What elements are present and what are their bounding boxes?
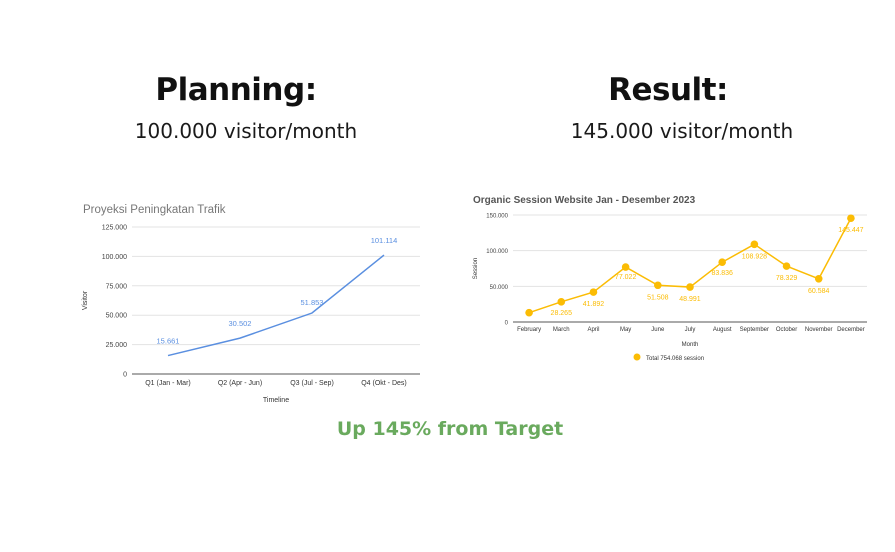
- organic-session-chart: Organic Session Website Jan - Desember 2…: [465, 188, 875, 368]
- data-label: 78.329: [776, 275, 798, 282]
- chart-title: Proyeksi Peningkatan Trafik: [83, 204, 226, 216]
- organic-session-chart-svg: Organic Session Website Jan - Desember 2…: [473, 195, 867, 362]
- y-axis-label: Visitor: [82, 290, 89, 310]
- data-point: [750, 240, 759, 249]
- y-tick-label: 125.000: [102, 225, 127, 232]
- data-label: 41.892: [583, 301, 605, 308]
- data-point: [525, 308, 533, 317]
- data-point: [782, 262, 791, 270]
- y-tick-label: 75.000: [106, 283, 128, 290]
- x-tick-label: Q1 (Jan - Mar): [145, 380, 191, 387]
- data-label: 51.853: [301, 298, 324, 307]
- data-label: 145.447: [838, 227, 863, 234]
- x-tick-label: December: [837, 327, 865, 333]
- result-heading: Result:: [608, 72, 728, 108]
- x-tick-label: November: [805, 327, 833, 333]
- data-label: 28.265: [551, 310, 573, 317]
- data-point: [557, 298, 566, 306]
- x-axis-label: Month: [682, 342, 699, 348]
- y-tick-label: 50.000: [106, 313, 128, 320]
- x-tick-label: March: [553, 327, 570, 333]
- x-tick-label: February: [517, 327, 541, 333]
- x-tick-label: Q4 (Okt - Des): [361, 380, 407, 387]
- data-point: [654, 281, 662, 290]
- data-point: [718, 258, 726, 266]
- data-line: [167, 254, 385, 357]
- legend-label: Total 754.068 session: [646, 356, 704, 362]
- data-label: 15.661: [157, 337, 180, 346]
- y-tick-label: 100.000: [102, 254, 127, 261]
- y-tick-label: 0: [123, 372, 127, 379]
- x-axis-label: Timeline: [263, 397, 289, 404]
- data-label: 108.928: [742, 253, 767, 260]
- x-tick-label: Q3 (Jul - Sep): [290, 380, 334, 387]
- data-point: [847, 214, 855, 223]
- y-tick-label: 25.000: [106, 342, 128, 349]
- y-tick-label: 100.000: [486, 249, 508, 255]
- data-label: 101.114: [371, 236, 398, 245]
- data-point: [589, 288, 598, 296]
- growth-summary-text: Up 145% from Target: [336, 418, 564, 440]
- y-tick-label: 50.000: [490, 285, 509, 291]
- chart-title: Organic Session Website Jan - Desember 2…: [473, 195, 696, 206]
- data-point: [621, 263, 630, 271]
- data-label: 51.508: [647, 294, 669, 301]
- y-axis-label: Session: [473, 258, 479, 279]
- planning-heading: Planning:: [155, 72, 317, 108]
- x-tick-label: June: [651, 327, 665, 333]
- x-tick-label: April: [587, 327, 599, 333]
- y-tick-label: 0: [505, 321, 509, 327]
- y-tick-label: 150.000: [486, 214, 508, 220]
- x-tick-label: August: [713, 327, 732, 333]
- data-point: [814, 274, 823, 283]
- data-label: 48.991: [679, 296, 701, 303]
- data-label: 77.022: [615, 274, 637, 281]
- x-tick-label: July: [685, 327, 696, 333]
- data-label: 60.584: [808, 288, 830, 295]
- x-tick-label: September: [740, 327, 769, 333]
- data-label: 83.836: [711, 270, 733, 277]
- data-point: [686, 283, 694, 291]
- x-tick-label: May: [620, 327, 631, 333]
- legend-marker-icon: [633, 353, 641, 361]
- planning-target-text: 100.000 visitor/month: [134, 119, 358, 143]
- x-tick-label: Q2 (Apr - Jun): [218, 380, 262, 387]
- x-tick-label: October: [776, 327, 797, 333]
- traffic-projection-chart-svg: Proyeksi Peningkatan Trafik 0 25.000 50.000…: [82, 204, 420, 404]
- result-value-text: 145.000 visitor/month: [570, 119, 794, 143]
- traffic-projection-chart: Proyeksi Peningkatan Trafik 0 25.000 50.000…: [75, 195, 435, 410]
- data-label: 30.502: [229, 319, 252, 328]
